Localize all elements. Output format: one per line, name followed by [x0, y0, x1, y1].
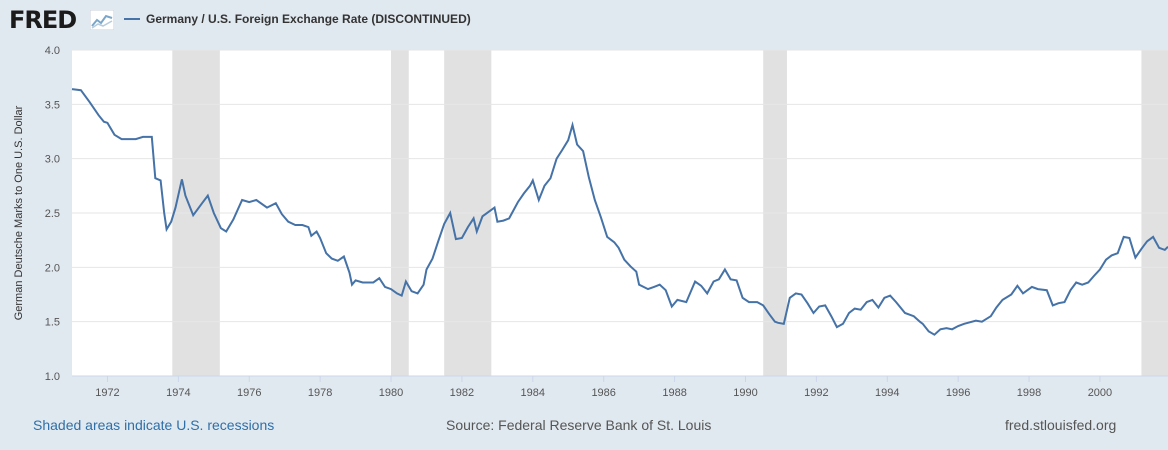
line-chart-icon [90, 10, 114, 30]
x-tick-label: 1988 [662, 387, 686, 399]
y-axis-label: German Deutsche Marks to One U.S. Dollar [13, 105, 25, 320]
x-tick-label: 1974 [166, 387, 190, 399]
chart: 1972 1974 1976 1978 1980 1982 1984 1986 1988 1990… [13, 45, 1168, 399]
x-tick-label: 1996 [946, 387, 970, 399]
legend: Germany / U.S. Foreign Exchange Rate (DI… [124, 12, 471, 26]
fred-logo[interactable]: FRED [9, 6, 77, 34]
y-tick-label: 3.0 [45, 154, 60, 166]
y-tick-label: 2.5 [45, 208, 60, 220]
x-tick-label: 1972 [95, 387, 119, 399]
x-axis: 1972 1974 1976 1978 1980 1982 1984 1986 1988 1990… [72, 375, 1168, 399]
source-text: Source: Federal Reserve Bank of St. Loui… [446, 417, 712, 433]
y-axis: 1.0 1.5 2.0 2.5 3.0 3.5 4.0 [45, 45, 60, 383]
x-tick-label: 1998 [1017, 387, 1041, 399]
legend-label: Germany / U.S. Foreign Exchange Rate (DI… [146, 12, 471, 26]
y-tick-label: 1.0 [45, 371, 60, 383]
series-line [71, 88, 1168, 336]
x-tick-label: 1982 [450, 387, 474, 399]
x-tick-label: 1978 [308, 387, 332, 399]
recessions-note-link[interactable]: Shaded areas indicate U.S. recessions [33, 417, 275, 433]
x-tick-label: 1994 [875, 387, 899, 399]
legend-swatch [124, 18, 140, 20]
y-tick-label: 4.0 [45, 45, 60, 57]
header: FRED Germany / U.S. Foreign Exchange Rat… [0, 0, 1168, 40]
x-tick-label: 1976 [237, 387, 261, 399]
y-tick-label: 2.0 [45, 262, 60, 274]
x-tick-label: 1986 [591, 387, 615, 399]
y-tick-label: 1.5 [45, 317, 60, 329]
x-tick-label: 1980 [379, 387, 403, 399]
y-tick-label: 3.5 [45, 99, 60, 111]
x-tick-label: 1984 [521, 387, 545, 399]
site-link[interactable]: fred.stlouisfed.org [1005, 417, 1117, 433]
x-tick-label: 1992 [804, 387, 828, 399]
x-tick-label: 2000 [1088, 387, 1112, 399]
x-tick-label: 1990 [733, 387, 757, 399]
